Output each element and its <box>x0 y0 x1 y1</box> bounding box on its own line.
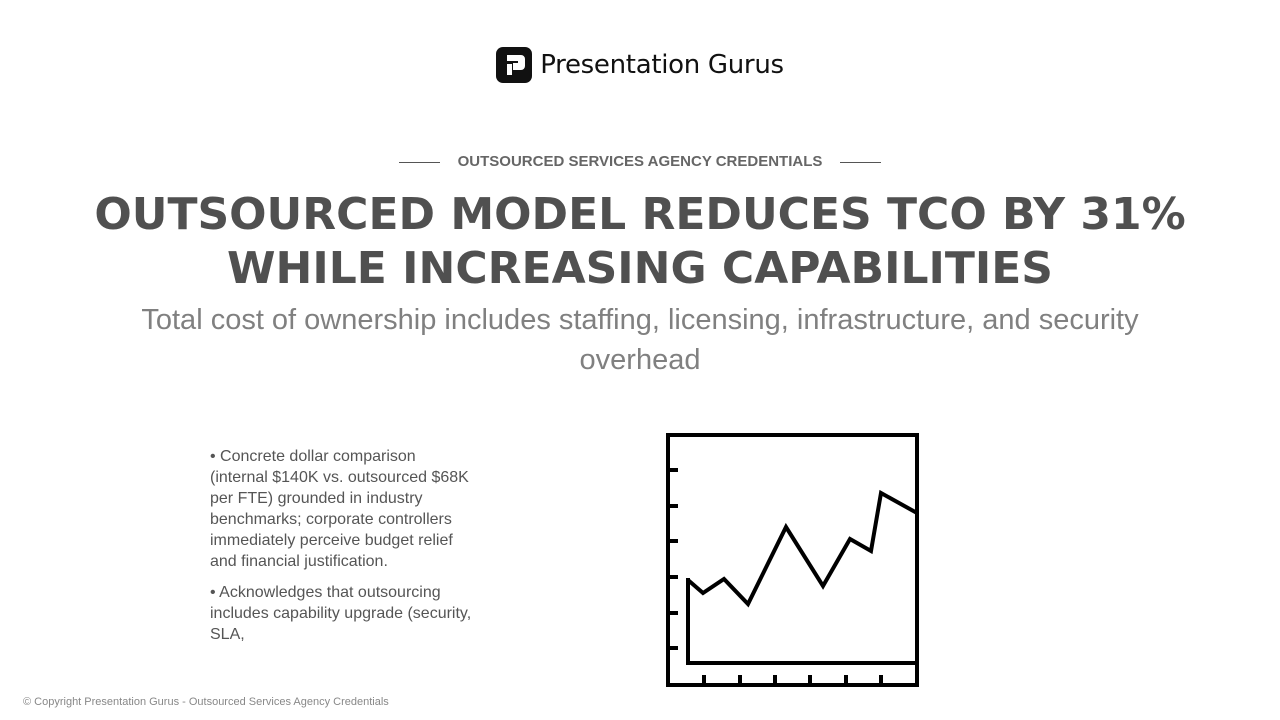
slide-title-line-2: WHILE INCREASING CAPABILITIES <box>227 243 1053 294</box>
eyebrow-divider-right <box>840 161 882 163</box>
slide-title-line-1: OUTSOURCED MODEL REDUCES TCO BY 31% <box>94 189 1186 240</box>
bullet-item: • Acknowledges that outsourcing includes… <box>210 584 472 643</box>
eyebrow-label: OUTSOURCED SERVICES AGENCY CREDENTIALS <box>457 153 823 170</box>
slide-title: OUTSOURCED MODEL REDUCES TCO BY 31% WHIL… <box>60 188 1220 296</box>
line-chart-icon <box>666 433 919 687</box>
footer-copyright: © Copyright Presentation Gurus - Outsour… <box>23 696 389 708</box>
brand-logo: Presentation Gurus <box>0 47 1280 83</box>
presentation-gurus-logo-icon <box>496 47 533 83</box>
brand-name: Presentation Gurus <box>540 50 784 80</box>
slide-subtitle: Total cost of ownership includes staffin… <box>141 304 1139 376</box>
eyebrow-divider-left <box>398 161 440 163</box>
section-eyebrow: OUTSOURCED SERVICES AGENCY CREDENTIALS <box>0 152 1280 172</box>
bullet-item: • Concrete dollar comparison (internal $… <box>210 448 469 570</box>
bullet-list: • Concrete dollar comparison (internal $… <box>210 446 472 668</box>
